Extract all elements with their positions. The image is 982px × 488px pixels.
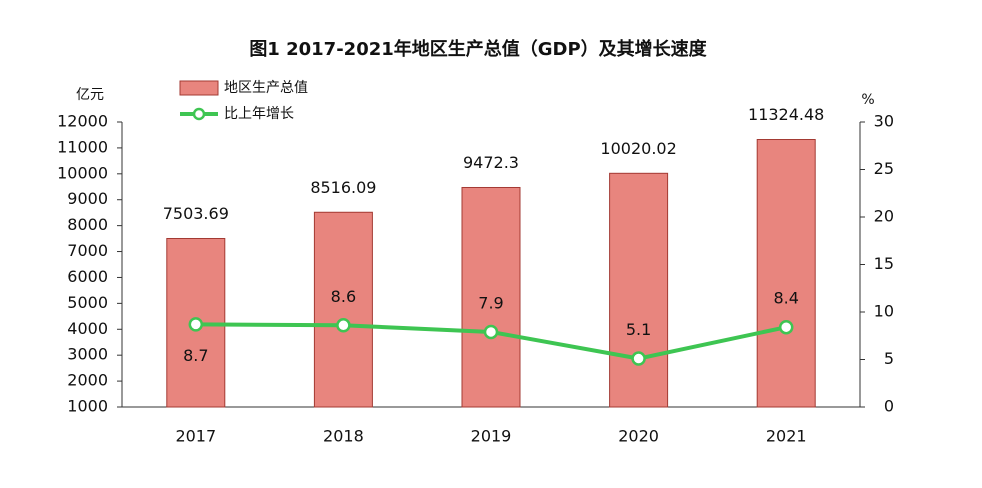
- y-tick-label: 4000: [67, 319, 108, 338]
- y2-axis-label: %: [861, 92, 874, 108]
- y-tick-label: 10000: [57, 163, 108, 182]
- y-tick-label: 12000: [57, 112, 108, 131]
- line-point: [483, 324, 499, 340]
- line-point: [778, 319, 794, 335]
- line-value-label: 8.7: [183, 346, 208, 365]
- y-tick-label: 11000: [57, 137, 108, 156]
- y-tick-label: 7000: [67, 241, 108, 260]
- y-tick-label: 8000: [67, 215, 108, 234]
- line-value-label: 5.1: [626, 320, 651, 339]
- x-tick-label: 2018: [323, 427, 364, 446]
- bar: [461, 186, 521, 408]
- y2-tick-label: 15: [874, 254, 894, 273]
- line-value-label: 8.4: [773, 289, 798, 308]
- bar-value-label: 10020.02: [600, 139, 676, 158]
- line-point: [336, 318, 351, 333]
- legend-label: 比上年增长: [224, 106, 294, 122]
- y-axis-label: 亿元: [76, 87, 104, 103]
- chart-title: 图1 2017-2021年地区生产总值（GDP）及其增长速度: [249, 38, 707, 60]
- bar: [609, 172, 669, 408]
- y-tick-label: 5000: [67, 293, 108, 312]
- bar: [313, 211, 373, 408]
- legend-marker: [192, 107, 206, 121]
- legend-label: 地区生产总值: [224, 80, 308, 96]
- x-tick-label: 2019: [471, 427, 512, 446]
- y2-tick-label: 5: [884, 349, 894, 368]
- bar-value-label: 9472.3: [463, 153, 519, 172]
- legend-swatch: [179, 80, 219, 96]
- y2-tick-label: 25: [874, 159, 894, 178]
- bar: [756, 139, 816, 408]
- y2-tick-label: 30: [874, 112, 894, 131]
- y-tick-label: 1000: [67, 397, 108, 416]
- bar-value-label: 11324.48: [748, 105, 824, 124]
- bar-value-label: 7503.69: [163, 204, 229, 223]
- y-tick-label: 9000: [67, 189, 108, 208]
- line-value-label: 8.6: [331, 287, 356, 306]
- x-tick-label: 2021: [766, 427, 807, 446]
- y2-tick-label: 20: [874, 207, 894, 226]
- x-tick-label: 2020: [618, 427, 659, 446]
- line-value-label: 7.9: [478, 293, 503, 312]
- y2-tick-label: 10: [874, 302, 894, 321]
- y-tick-label: 6000: [67, 267, 108, 286]
- line-point: [188, 317, 204, 332]
- y-tick-label: 2000: [67, 371, 108, 390]
- bar-value-label: 8516.09: [310, 178, 376, 197]
- y-tick-label: 3000: [67, 345, 108, 364]
- x-tick-label: 2017: [175, 427, 216, 446]
- line-point: [631, 351, 646, 366]
- y2-tick-label: 0: [884, 397, 894, 416]
